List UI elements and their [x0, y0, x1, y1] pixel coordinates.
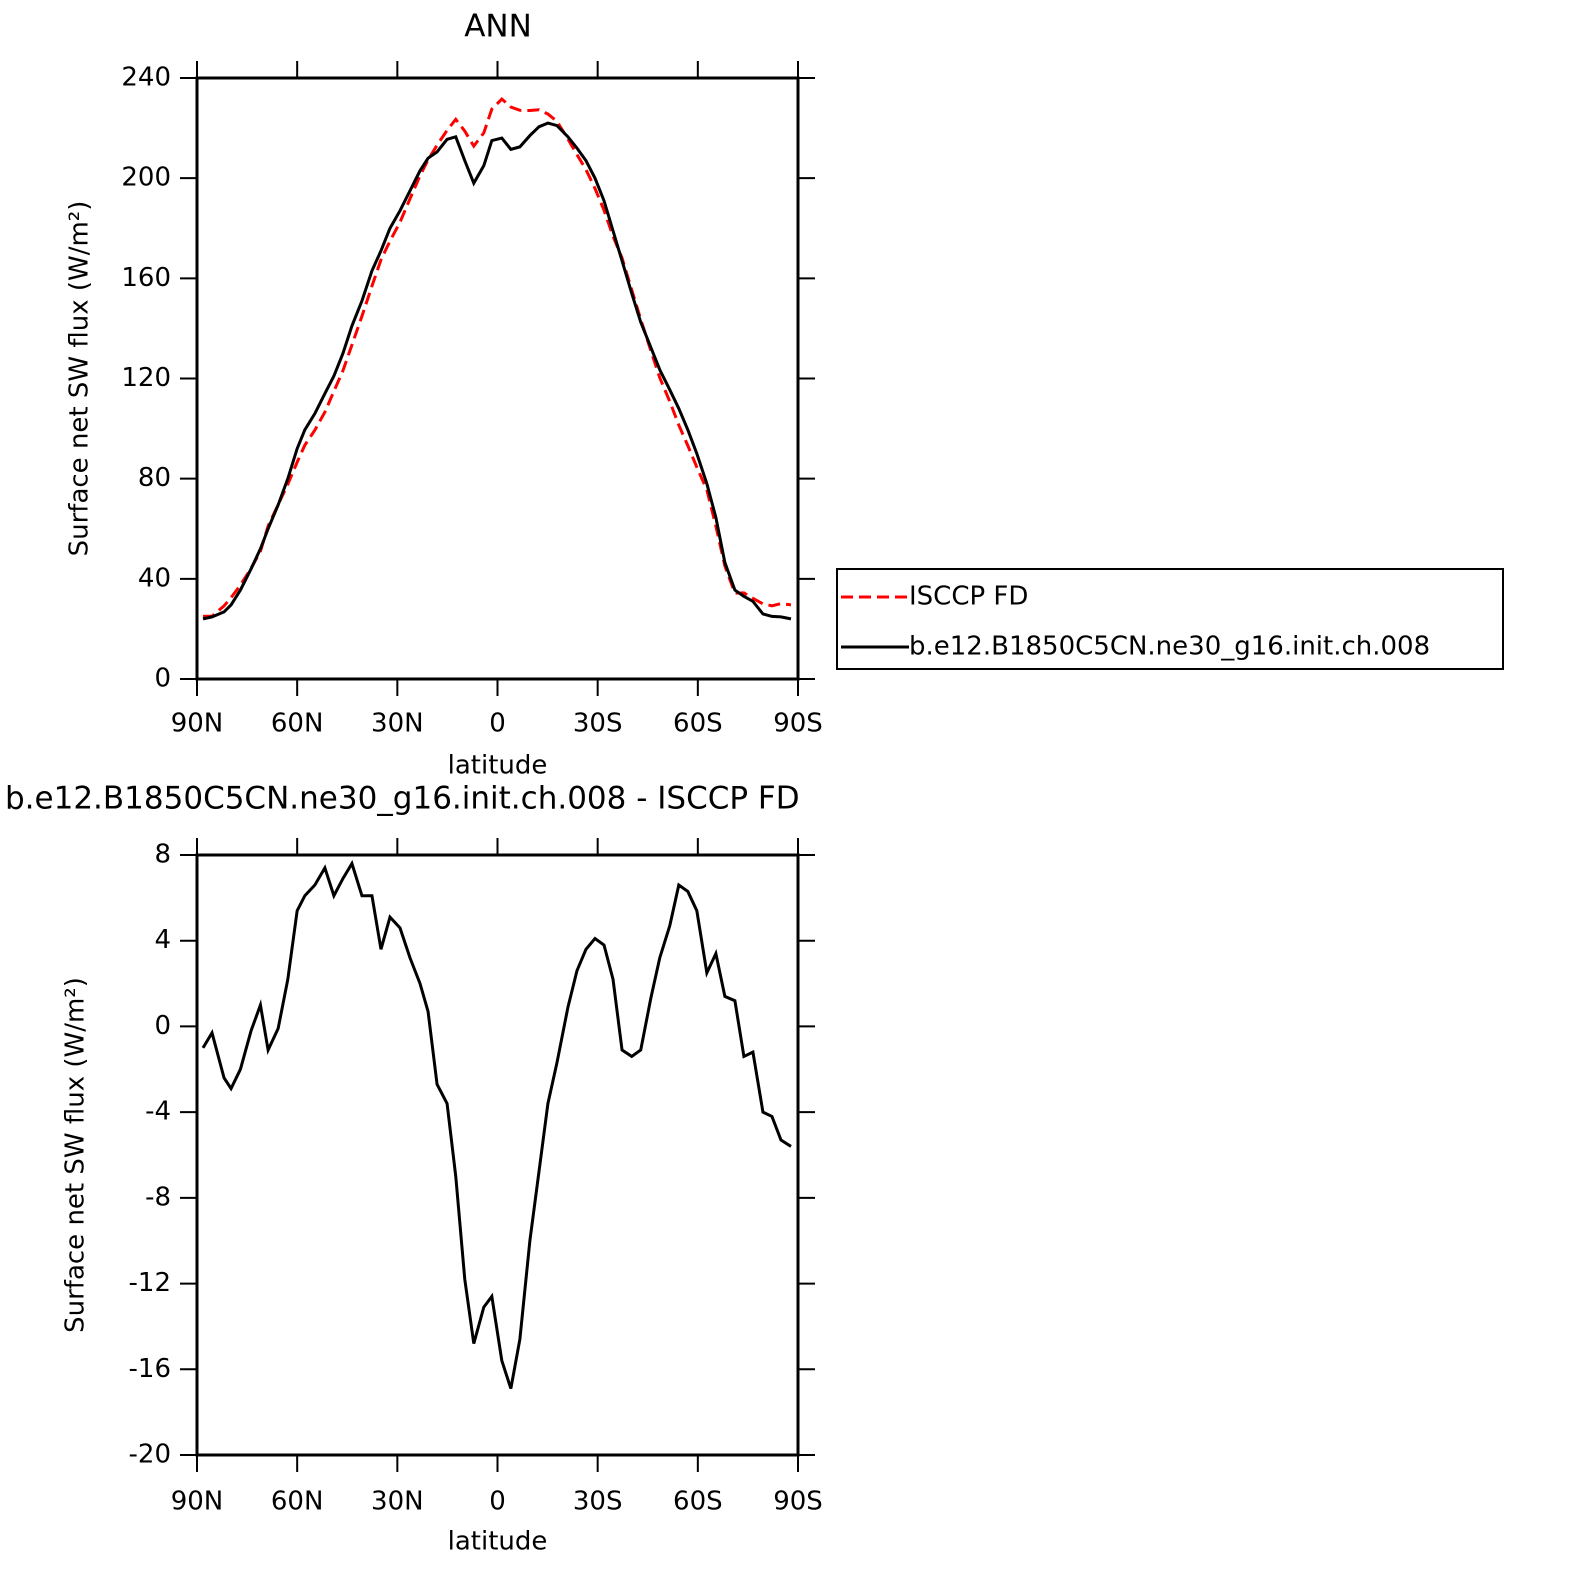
x-tick-label: 30N: [371, 1487, 424, 1517]
y-tick-label: 4: [154, 925, 171, 955]
y-tick-label: -4: [145, 1097, 171, 1127]
x-tick-label: 30N: [371, 709, 424, 739]
y-tick-label: 240: [121, 63, 171, 93]
y-tick-label: 160: [121, 263, 171, 293]
y-tick-label: 120: [121, 363, 171, 393]
y-tick-label: 80: [138, 463, 171, 493]
y-tick-label: 8: [154, 840, 171, 870]
data-line: [202, 96, 792, 618]
x-tick-label: 90S: [773, 1487, 823, 1517]
y-axis-label: Surface net SW flux (W/m²): [65, 201, 95, 557]
x-tick-label: 60N: [271, 1487, 324, 1517]
x-tick-label: 60S: [673, 709, 723, 739]
y-tick-label: 200: [121, 163, 171, 193]
x-tick-label: 90S: [773, 709, 823, 739]
x-tick-label: 90N: [171, 1487, 224, 1517]
x-axis-label: latitude: [448, 751, 548, 781]
x-tick-label: 30S: [573, 709, 623, 739]
legend-label: ISCCP FD: [909, 582, 1028, 612]
plot-frame: [195, 853, 800, 1457]
legend-label: b.e12.B1850C5CN.ne30_g16.init.ch.008: [909, 632, 1430, 662]
y-tick-label: -8: [145, 1182, 171, 1212]
y-tick-label: 0: [154, 1011, 171, 1041]
legend-box: [836, 568, 1504, 670]
x-tick-label: 60S: [673, 1487, 723, 1517]
plot-frame: [195, 76, 800, 681]
y-tick-label: 40: [138, 563, 171, 593]
y-tick-label: -20: [129, 1440, 171, 1470]
y-axis-label: Surface net SW flux (W/m²): [61, 977, 91, 1333]
x-tick-label: 60N: [271, 709, 324, 739]
data-line: [201, 859, 792, 1390]
y-tick-label: -16: [129, 1354, 171, 1384]
y-tick-label: -12: [129, 1268, 171, 1298]
chart-title: b.e12.B1850C5CN.ne30_g16.init.ch.008 - I…: [5, 781, 800, 817]
data-line: [202, 121, 792, 621]
x-axis-label: latitude: [448, 1527, 548, 1557]
x-tick-label: 0: [489, 709, 506, 739]
x-tick-label: 30S: [573, 1487, 623, 1517]
chart-title: ANN: [464, 9, 532, 45]
x-tick-label: 90N: [171, 709, 224, 739]
x-tick-label: 0: [489, 1487, 506, 1517]
y-tick-label: 0: [154, 664, 171, 694]
